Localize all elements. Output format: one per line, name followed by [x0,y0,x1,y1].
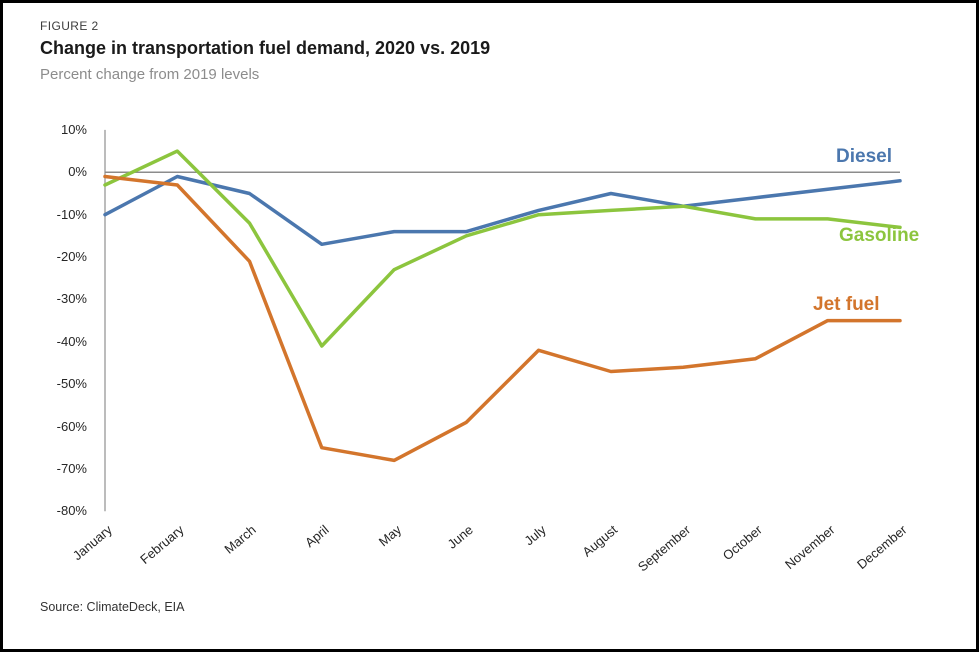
series-line-gasoline [103,149,902,348]
line-chart [103,129,902,512]
chart-title: Change in transportation fuel demand, 20… [40,38,491,58]
series-label-jet-fuel: Jet fuel [813,294,880,315]
chart-subtitle: Percent change from 2019 levels [40,66,260,83]
y-tick-label: 0% [68,164,87,180]
series-label-diesel: Diesel [836,146,892,167]
y-tick-label: -40% [56,333,87,349]
y-tick-label: -70% [56,460,87,476]
y-tick-label: -80% [56,503,87,519]
y-tick-label: -30% [56,291,87,307]
y-tick-label: -50% [56,376,87,392]
y-tick-label: -60% [56,418,87,434]
series-label-gasoline: Gasoline [839,225,920,246]
y-tick-label: 10% [60,121,87,137]
series-line-jet-fuel [103,174,902,463]
y-tick-label: -10% [56,206,87,222]
series-line-diesel [103,174,902,247]
source-note: Source: ClimateDeck, EIA [40,600,185,614]
y-tick-label: -20% [56,249,87,265]
figure-label: FIGURE 2 [40,19,99,33]
